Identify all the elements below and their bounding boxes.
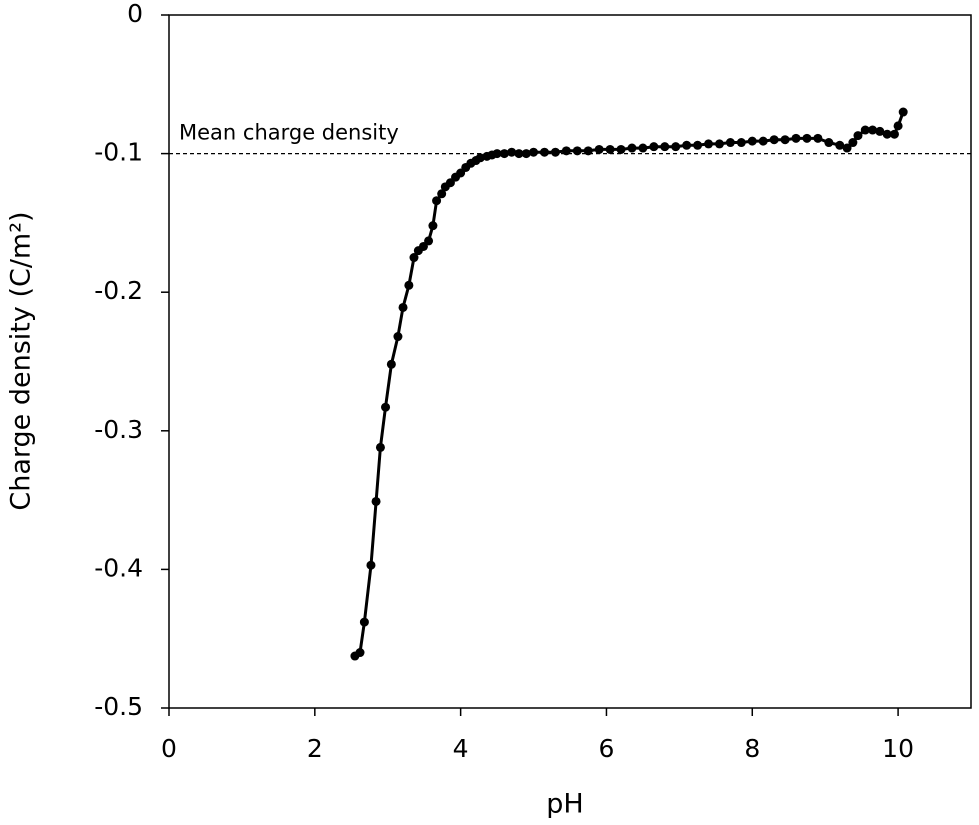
data-point <box>428 221 438 231</box>
y-axis-label: Charge density (C/m²) <box>6 211 37 510</box>
y-tick-label: -0.3 <box>94 415 143 444</box>
plot-frame <box>168 14 972 709</box>
data-point <box>791 133 801 143</box>
data-point <box>725 138 735 148</box>
data-point <box>605 144 615 154</box>
data-point <box>638 143 648 153</box>
data-point <box>386 359 396 369</box>
data-point <box>561 146 571 156</box>
y-tick-label: -0.4 <box>94 553 143 582</box>
data-point <box>572 146 582 156</box>
data-point <box>693 140 703 150</box>
data-point <box>714 139 724 149</box>
x-tick-label: 2 <box>307 734 323 763</box>
x-tick-label: 4 <box>453 734 469 763</box>
data-point <box>381 402 391 412</box>
data-point <box>671 142 681 152</box>
data-point <box>529 147 539 157</box>
data-point <box>627 143 637 153</box>
data-point <box>853 131 863 141</box>
data-line <box>354 111 905 658</box>
data-point <box>649 142 659 152</box>
data-point <box>875 126 885 136</box>
data-point <box>409 253 419 263</box>
data-point <box>842 143 852 153</box>
data-point <box>682 140 692 150</box>
data-point <box>780 135 790 145</box>
x-tick-label: 10 <box>882 734 914 763</box>
data-point <box>371 496 381 506</box>
data-point <box>616 144 626 154</box>
data-point <box>704 139 714 149</box>
data-point <box>736 138 746 148</box>
y-tick-label: -0.2 <box>94 276 143 305</box>
data-point <box>492 149 502 159</box>
reference-label: Mean charge density <box>179 121 399 145</box>
data-point <box>758 136 768 146</box>
data-point <box>375 442 385 452</box>
data-point <box>835 140 845 150</box>
x-tick-label: 6 <box>599 734 615 763</box>
data-point <box>868 125 878 135</box>
x-tick-label: 0 <box>161 734 177 763</box>
data-point <box>898 107 908 117</box>
data-point <box>539 147 549 157</box>
data-point <box>848 138 858 148</box>
data-point <box>860 125 870 135</box>
y-tick-label: -0.1 <box>94 138 143 167</box>
data-point <box>432 196 442 206</box>
data-point <box>393 332 403 342</box>
data-point <box>660 142 670 152</box>
data-point <box>398 302 408 312</box>
data-point <box>355 648 365 658</box>
data-point <box>769 135 779 145</box>
data-point <box>813 133 823 143</box>
data-point <box>404 280 414 290</box>
x-axis-label: pH <box>546 789 583 820</box>
data-point <box>507 147 517 157</box>
data-point <box>594 144 604 154</box>
data-point <box>499 149 509 159</box>
data-point <box>882 129 892 139</box>
x-tick-label: 8 <box>744 734 760 763</box>
data-point <box>437 189 447 199</box>
data-point <box>747 136 757 146</box>
data-point <box>359 617 369 627</box>
data-point <box>424 236 434 246</box>
y-tick-label: 0 <box>127 0 143 28</box>
data-point <box>521 149 531 159</box>
data-point <box>824 138 834 148</box>
data-point <box>583 146 593 156</box>
data-point <box>366 560 376 570</box>
data-point <box>889 129 899 139</box>
data-point <box>802 133 812 143</box>
data-point <box>893 121 903 131</box>
data-point <box>514 149 524 159</box>
data-point <box>550 147 560 157</box>
y-tick-label: -0.5 <box>94 692 143 721</box>
